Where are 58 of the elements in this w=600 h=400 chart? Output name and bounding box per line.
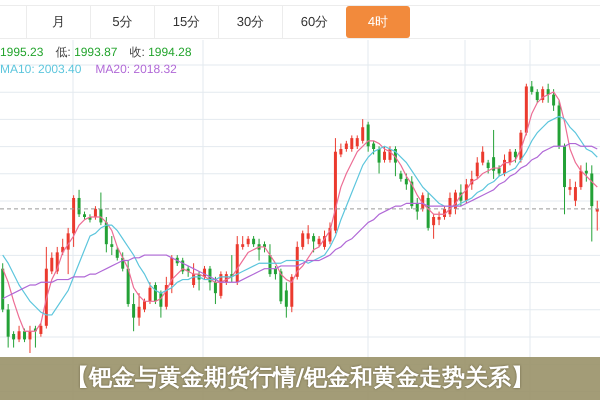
candlestick: [432, 214, 436, 240]
candlestick: [438, 211, 441, 226]
candlestick: [356, 134, 359, 150]
text: MA20: 2018.32: [95, 62, 177, 76]
candlestick: [143, 298, 146, 313]
candlestick: [50, 252, 54, 275]
candlestick: [214, 276, 217, 305]
candlestick: [284, 282, 288, 318]
candlestick: [252, 236, 256, 248]
candlestick: [574, 181, 577, 207]
candlestick: [530, 80, 534, 96]
candlestick: [350, 134, 354, 152]
candlestick: [116, 246, 119, 262]
candlestick: [399, 170, 402, 182]
candlestick: [39, 322, 42, 338]
candlestick: [378, 146, 381, 174]
candlestick: [383, 146, 386, 164]
candlestick: [361, 118, 364, 144]
candlestick: [78, 189, 81, 218]
candlestick: [404, 172, 408, 190]
candlestick: [366, 121, 370, 152]
candlestick: [312, 232, 316, 253]
candlestick: [132, 292, 136, 332]
candlestick: [372, 140, 376, 155]
candlestick: [246, 236, 250, 248]
candlestick: [568, 178, 572, 196]
text: MA10: 2003.40: [0, 62, 82, 76]
candlestick: [18, 325, 21, 343]
candlestick: [476, 156, 479, 180]
candlestick: [584, 162, 588, 182]
candlestick: [344, 140, 348, 152]
candlestick: [301, 230, 304, 250]
candlestick: [148, 282, 152, 305]
candlestick: [579, 164, 582, 190]
candlestick: [481, 146, 484, 166]
candlestick: [12, 330, 16, 348]
candlestick: [492, 129, 496, 180]
candlestick: [138, 292, 141, 326]
candlestick: [263, 240, 266, 253]
text: 低: 1993.87: [55, 45, 118, 59]
candlestick: [536, 88, 539, 104]
candlestick: [552, 88, 556, 112]
candlestick: [546, 83, 550, 104]
candlestick: [486, 159, 490, 174]
text: 1995.23: [0, 45, 44, 59]
candlestick: [339, 143, 342, 158]
candlestick: [318, 236, 321, 248]
candlestick: [514, 148, 517, 164]
candlestick: [508, 148, 512, 166]
candlestick: [110, 236, 114, 256]
candlestick: [94, 206, 97, 220]
candlestick: [28, 325, 32, 354]
text: 【钯金与黄金期货行情/钯金和黄金走势关系】: [66, 365, 534, 391]
candlestick: [23, 328, 26, 343]
text: 收: 1994.28: [129, 45, 192, 59]
candlestick: [241, 236, 244, 250]
candlestick: [306, 224, 310, 245]
candlestick: [498, 164, 501, 177]
